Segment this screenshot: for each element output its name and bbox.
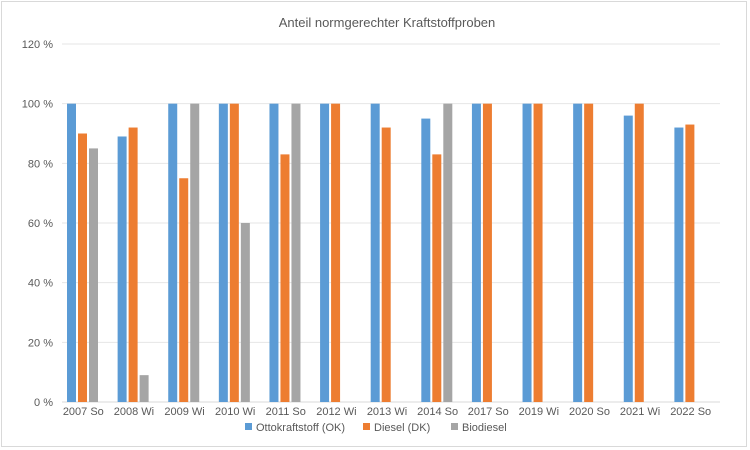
bar-ottokraftstoff-ok-2021-wi bbox=[623, 115, 633, 402]
y-tick-label: 120 % bbox=[22, 39, 53, 51]
legend-swatch bbox=[245, 423, 252, 430]
bar-ottokraftstoff-ok-2010-wi bbox=[218, 103, 228, 403]
x-tick-label: 2009 Wi bbox=[164, 406, 204, 418]
x-tick-label: 2010 Wi bbox=[215, 406, 255, 418]
bar-ottokraftstoff-ok-2017-so bbox=[471, 103, 481, 403]
x-tick-label: 2021 Wi bbox=[620, 406, 660, 418]
bar-ottokraftstoff-ok-2011-so bbox=[269, 103, 279, 403]
legend-item-biodiesel: Biodiesel bbox=[451, 422, 507, 434]
legend-swatch bbox=[451, 423, 458, 430]
x-tick-label: 2007 So bbox=[63, 406, 104, 418]
bar-diesel-dk-2017-so bbox=[482, 103, 492, 403]
bar-diesel-dk-2013-wi bbox=[381, 127, 391, 403]
bar-ottokraftstoff-ok-2014-so bbox=[421, 118, 431, 402]
y-tick-label: 60 % bbox=[28, 218, 53, 230]
bar-ottokraftstoff-ok-2019-wi bbox=[522, 103, 532, 403]
legend-label: Biodiesel bbox=[462, 422, 507, 434]
bar-biodiesel-2010-wi bbox=[240, 223, 250, 402]
bar-diesel-dk-2007-so bbox=[78, 133, 87, 402]
bar-diesel-dk-2010-wi bbox=[229, 103, 239, 403]
bar-diesel-dk-2008-wi bbox=[128, 127, 138, 403]
x-tick-label: 2014 So bbox=[417, 406, 458, 418]
legend: Ottokraftstoff (OK) Diesel (DK) Biodiesel bbox=[245, 422, 507, 434]
chart-title: Anteil normgerechter Kraftstoffproben bbox=[279, 15, 496, 30]
bar-diesel-dk-2021-wi bbox=[634, 103, 644, 403]
bar-ottokraftstoff-ok-2012-wi bbox=[320, 103, 330, 403]
bar-biodiesel-2008-wi bbox=[139, 375, 149, 402]
y-tick-label: 0 % bbox=[34, 397, 53, 409]
bar-diesel-dk-2014-so bbox=[432, 154, 442, 402]
bar-biodiesel-2014-so bbox=[443, 103, 453, 403]
x-tick-label: 2008 Wi bbox=[114, 406, 154, 418]
gridlines bbox=[62, 43, 720, 403]
y-axis-tick-labels: 0 % 20 % 40 % 60 % 80 % 100 % 120 % bbox=[22, 39, 53, 409]
bar-ottokraftstoff-ok-2009-wi bbox=[168, 103, 178, 403]
bar-ottokraftstoff-ok-2022-so bbox=[674, 127, 684, 403]
x-tick-label: 2017 So bbox=[468, 406, 509, 418]
bar-biodiesel-2007-so bbox=[89, 148, 98, 402]
bars bbox=[67, 103, 695, 403]
bar-diesel-dk-2022-so bbox=[685, 124, 695, 403]
bar-ottokraftstoff-ok-2013-wi bbox=[370, 103, 380, 403]
bar-diesel-dk-2011-so bbox=[280, 154, 290, 402]
bar-ottokraftstoff-ok-2020-so bbox=[573, 103, 583, 403]
bar-biodiesel-2011-so bbox=[291, 103, 301, 403]
bar-diesel-dk-2009-wi bbox=[179, 178, 189, 402]
x-tick-label: 2013 Wi bbox=[367, 406, 407, 418]
x-tick-label: 2019 Wi bbox=[519, 406, 559, 418]
x-tick-label: 2022 So bbox=[670, 406, 711, 418]
y-tick-label: 40 % bbox=[28, 278, 53, 290]
legend-swatch bbox=[363, 423, 370, 430]
bar-diesel-dk-2012-wi bbox=[331, 103, 341, 403]
bar-diesel-dk-2020-so bbox=[584, 103, 594, 403]
legend-item-diesel-dk: Diesel (DK) bbox=[363, 422, 430, 434]
y-tick-label: 100 % bbox=[22, 99, 53, 111]
y-tick-label: 80 % bbox=[28, 158, 53, 170]
bar-biodiesel-2009-wi bbox=[190, 103, 200, 403]
x-tick-label: 2011 So bbox=[266, 406, 306, 418]
legend-label: Diesel (DK) bbox=[374, 422, 430, 434]
y-tick-label: 20 % bbox=[28, 337, 53, 349]
bar-diesel-dk-2019-wi bbox=[533, 103, 543, 403]
x-tick-label: 2012 Wi bbox=[316, 406, 356, 418]
bar-ottokraftstoff-ok-2007-so bbox=[67, 103, 76, 403]
legend-item-ottokraftstoff-ok: Ottokraftstoff (OK) bbox=[245, 422, 345, 434]
bar-ottokraftstoff-ok-2008-wi bbox=[117, 136, 127, 402]
x-tick-label: 2020 So bbox=[569, 406, 610, 418]
legend-label: Ottokraftstoff (OK) bbox=[256, 422, 345, 434]
x-axis-tick-labels: 2007 So 2008 Wi 2009 Wi 2010 Wi 2011 So 2012 … bbox=[63, 406, 711, 418]
